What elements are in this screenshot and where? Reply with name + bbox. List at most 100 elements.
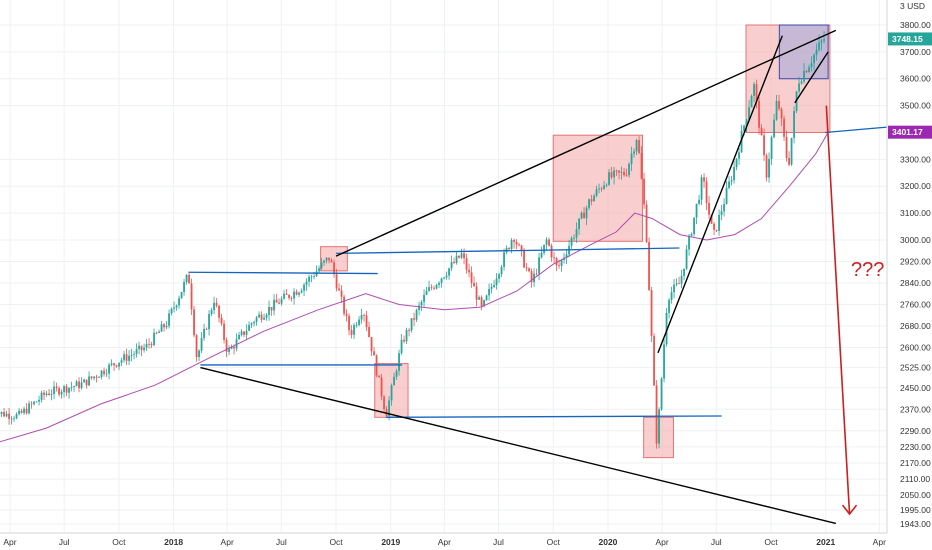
time-axis[interactable]: Apr Jul Oct 2018 Apr Jul Oct 2019 Apr Jul Oct 2020 A… [0,532,932,550]
candle-body [478,297,480,300]
candle-body [558,265,560,266]
candle-body [763,135,765,156]
candle-body [188,274,190,284]
candle-body [773,119,775,138]
candle-body [428,287,430,292]
candle-body [383,396,385,410]
candle-body [363,315,365,316]
candle-body [733,167,735,181]
candle-body [560,259,563,266]
candle-body [108,364,110,374]
candle-body [410,318,413,331]
candle-body [805,70,808,73]
candle-body [328,257,330,261]
candle-body [765,155,768,178]
candle-body [308,276,310,282]
candle-body [570,238,573,246]
candle-body [325,257,328,261]
candle-body [813,54,815,64]
candle-body [430,287,433,289]
candle-body [585,207,588,219]
price-tick-label: 2170.00 [900,458,931,468]
candle-body [83,379,85,383]
candle-body [513,240,515,242]
candle-body [500,266,503,275]
candle-body [423,294,425,302]
candle-body [45,393,48,396]
candle-body [820,40,823,43]
candle-body [778,101,780,109]
candle-body [433,287,435,289]
candle-body [610,172,613,178]
candle-body [40,392,43,400]
price-tick-label: 2920.00 [900,256,931,266]
question-annotation: ??? [851,259,884,281]
candle-body [100,370,103,377]
candle-body [698,199,700,204]
candle-body [448,268,450,276]
candle-body [170,308,173,314]
candle-body [273,299,275,311]
candle-body [750,96,753,108]
time-tick-label: Oct [329,537,343,547]
candle-body [210,310,213,314]
candle-body [475,286,478,300]
price-tick-label: 3800.00 [900,20,931,30]
time-tick-label: Jul [59,537,70,547]
candle-body [780,108,783,119]
candle-body [545,239,548,245]
candle-body [15,414,18,419]
candle-body [485,295,488,301]
candle-body [135,349,138,355]
candle-body [420,301,423,306]
candle-body [540,252,543,258]
candle-body [395,370,398,377]
candle-body [550,245,553,258]
candle-body [310,276,313,278]
candle-body [13,418,15,420]
trend-lines [200,29,837,525]
candle-body [608,172,610,185]
candle-body [333,262,335,275]
candle-body [808,67,810,73]
candle-body [38,399,40,402]
highlight-boxes [320,24,831,459]
candle-body [55,386,58,389]
price-tick-label: 1943.00 [900,519,931,529]
time-tick-label: Oct [112,537,126,547]
candle-body [705,181,708,203]
time-tick-label: Apr [656,537,669,547]
candle-body [413,318,415,320]
candle-body [138,345,140,350]
candle-body [600,188,603,190]
candle-body [303,284,305,291]
candle-body [80,382,83,389]
candle-body [618,170,620,173]
candle-body [110,363,113,365]
price-axis-ticks: 1943.00 1995.00 2050.00 2110.00 2170.00 2230.… [900,20,931,529]
last-price-badge [888,32,932,46]
candle-body [393,376,395,386]
candle-body [690,234,693,236]
candle-body [195,335,198,358]
candle-body [708,202,710,215]
candle-body [198,350,200,358]
arrow-shaft [825,105,851,515]
price-axis[interactable]: 1943.00 1995.00 2050.00 2110.00 2170.00 2230.… [886,0,932,533]
candle-body [515,241,518,245]
grid [0,0,887,533]
candle-body [43,392,45,396]
candle-body [60,391,63,395]
candle-body [338,288,340,291]
candle-body [725,187,728,204]
candle-body [518,244,520,246]
candle-body [655,385,658,444]
candle-body [58,388,60,395]
candle-body [335,274,338,289]
candle-body [173,307,175,309]
candle-body [280,298,283,304]
candle-body [688,235,690,250]
price-tick-label: 2760.00 [900,299,931,309]
candle-body [153,332,155,346]
time-tick-label: Apr [873,537,886,547]
